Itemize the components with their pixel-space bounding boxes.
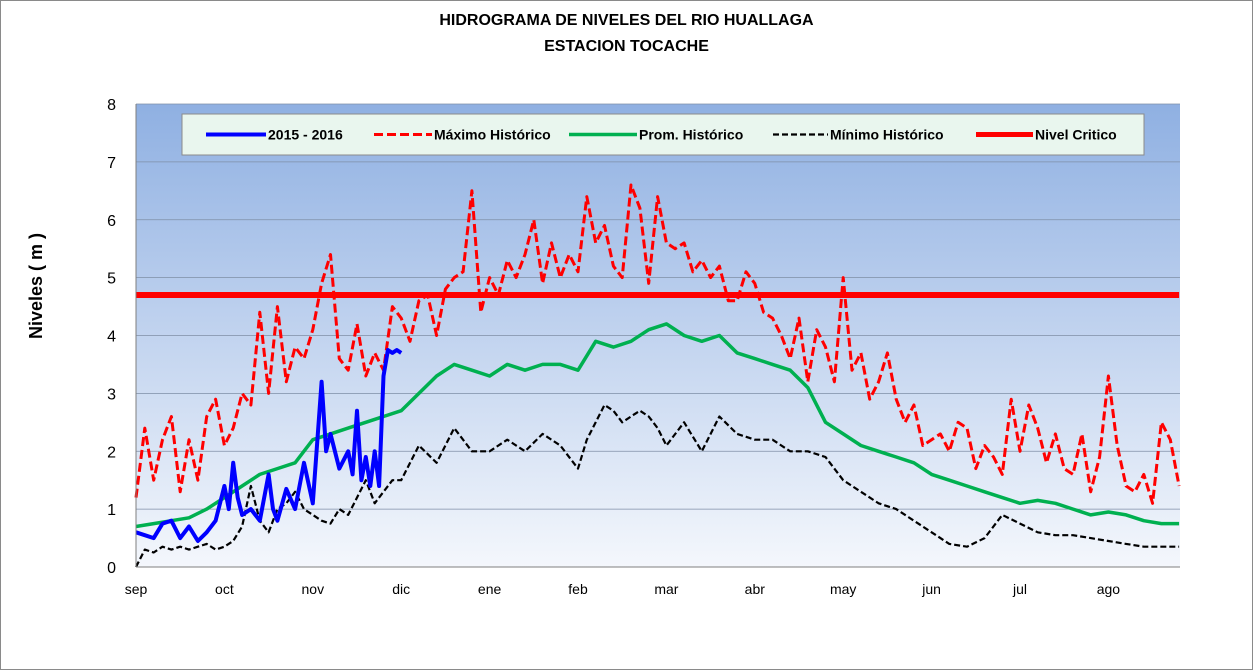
- x-tick-label: dic: [392, 581, 410, 597]
- legend-label: Mínimo Histórico: [830, 127, 944, 143]
- y-tick-label: 2: [107, 444, 116, 461]
- legend-label: Nivel Critico: [1035, 127, 1117, 143]
- x-tick-label: feb: [568, 581, 588, 597]
- y-tick-label: 5: [107, 271, 116, 288]
- y-axis-label: Niveles ( m ): [26, 233, 46, 339]
- x-tick-label: abr: [745, 581, 766, 597]
- x-tick-label: jul: [1012, 581, 1027, 597]
- x-tick-label: may: [830, 581, 856, 597]
- x-tick-label: sep: [125, 581, 148, 597]
- x-tick-label: ene: [478, 581, 502, 597]
- y-tick-label: 8: [107, 97, 116, 114]
- x-tick-label: mar: [654, 581, 678, 597]
- legend-label: Máximo Histórico: [434, 127, 551, 143]
- x-tick-label: jun: [921, 581, 941, 597]
- series-line-maximo-historico: [134, 183, 1181, 505]
- series-line-2015-2016: [135, 348, 403, 543]
- series-line-prom-historico: [135, 322, 1180, 529]
- x-tick-label: nov: [302, 581, 325, 597]
- legend-label: Prom. Histórico: [639, 127, 743, 143]
- chart-subtitle: ESTACION TOCACHE: [544, 38, 709, 55]
- legend-label: 2015 - 2016: [268, 127, 343, 143]
- y-tick-label: 4: [107, 329, 116, 346]
- y-tick-label: 7: [107, 155, 116, 172]
- y-tick-label: 3: [107, 386, 116, 403]
- y-tick-label: 1: [107, 502, 116, 519]
- series-line-minimo-historico: [135, 403, 1180, 568]
- chart-title: HIDROGRAMA DE NIVELES DEL RIO HUALLAGA: [439, 12, 814, 29]
- y-tick-label: 0: [107, 560, 116, 577]
- x-tick-label: oct: [215, 581, 234, 597]
- x-tick-label: ago: [1097, 581, 1121, 597]
- y-tick-label: 6: [107, 213, 116, 230]
